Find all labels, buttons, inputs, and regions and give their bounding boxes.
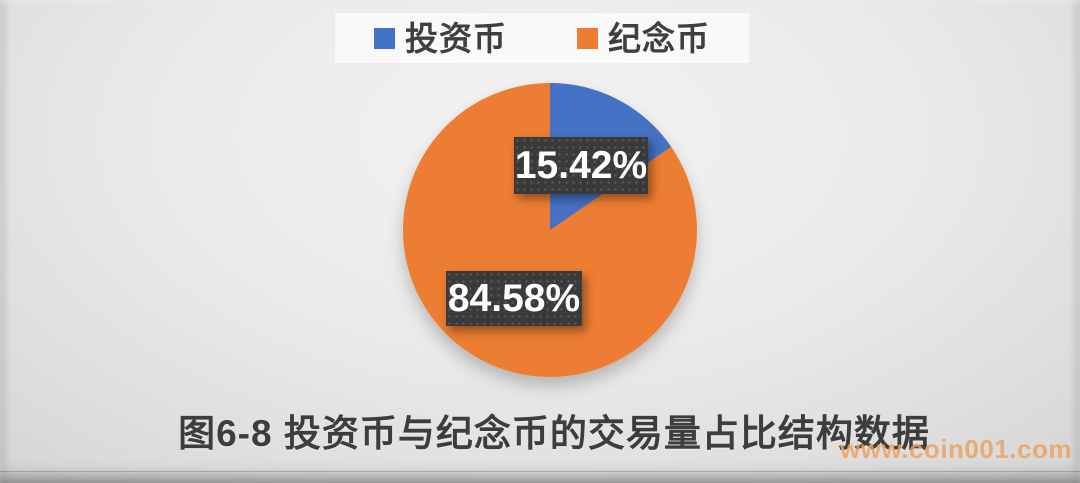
chart-title: 图6-8 投资币与纪念币的交易量占比结构数据: [178, 413, 930, 454]
legend-swatch-orange: [577, 27, 598, 49]
chart-legend: 投资币 纪念币: [335, 13, 749, 63]
legend-label: 纪念币: [608, 19, 710, 57]
legend-label: 投资币: [405, 19, 507, 57]
watermark-link[interactable]: www.coin001.com: [840, 434, 1072, 464]
legend-item-investment-coin[interactable]: 投资币: [374, 22, 507, 55]
legend-swatch-blue: [374, 27, 395, 49]
legend-item-commemorative-coin[interactable]: 纪念币: [577, 22, 710, 55]
pie-data-label-investment-coin: 15.42%: [514, 137, 648, 194]
pie-data-label-commemorative-coin: 84.58%: [446, 271, 582, 326]
bottom-edge-shade: [0, 471, 1080, 483]
